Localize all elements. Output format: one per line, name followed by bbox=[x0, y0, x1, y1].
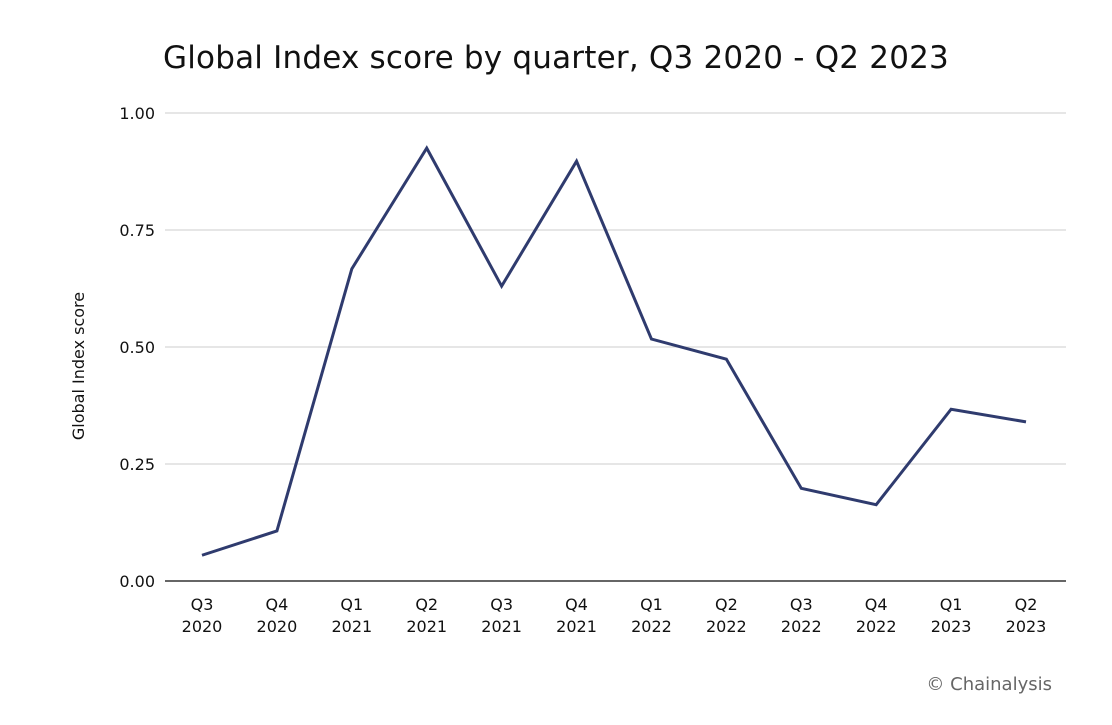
x-tick-label: Q4 2022 bbox=[856, 595, 897, 636]
series-line bbox=[201, 145, 1027, 557]
chart-title: Global Index score by quarter, Q3 2020 -… bbox=[163, 40, 949, 76]
x-tick-label: Q3 2020 bbox=[182, 595, 223, 636]
x-tick-label: Q1 2022 bbox=[631, 595, 672, 636]
series-group bbox=[201, 145, 1027, 557]
x-tick-label: Q2 2021 bbox=[406, 595, 447, 636]
x-axis-ticks: Q3 2020 Q4 2020 Q1 2021 Q2 2021 Q3 2021 Q4 2021 Q1 20… bbox=[182, 595, 1047, 636]
y-tick-label: 0.25 bbox=[119, 455, 155, 474]
y-tick-label: 1.00 bbox=[119, 104, 155, 123]
x-tick-label: Q2 2022 bbox=[706, 595, 747, 636]
y-tick-label: 0.00 bbox=[119, 572, 155, 591]
y-tick-label: 0.50 bbox=[119, 338, 155, 357]
x-tick-label: Q3 2022 bbox=[781, 595, 822, 636]
x-tick-label: Q1 2023 bbox=[931, 595, 972, 636]
x-tick-label: Q3 2021 bbox=[481, 595, 522, 636]
x-tick-label: Q4 2020 bbox=[257, 595, 298, 636]
gridlines bbox=[165, 112, 1066, 582]
y-axis-ticks: 0.00 0.25 0.50 0.75 1.00 bbox=[119, 104, 155, 591]
y-tick-label: 0.75 bbox=[119, 221, 155, 240]
y-axis-label: Global Index score bbox=[69, 292, 88, 440]
x-tick-label: Q1 2021 bbox=[331, 595, 372, 636]
x-tick-label: Q2 2023 bbox=[1006, 595, 1047, 636]
source-credit: © Chainalysis bbox=[926, 674, 1052, 695]
x-tick-label: Q4 2021 bbox=[556, 595, 597, 636]
